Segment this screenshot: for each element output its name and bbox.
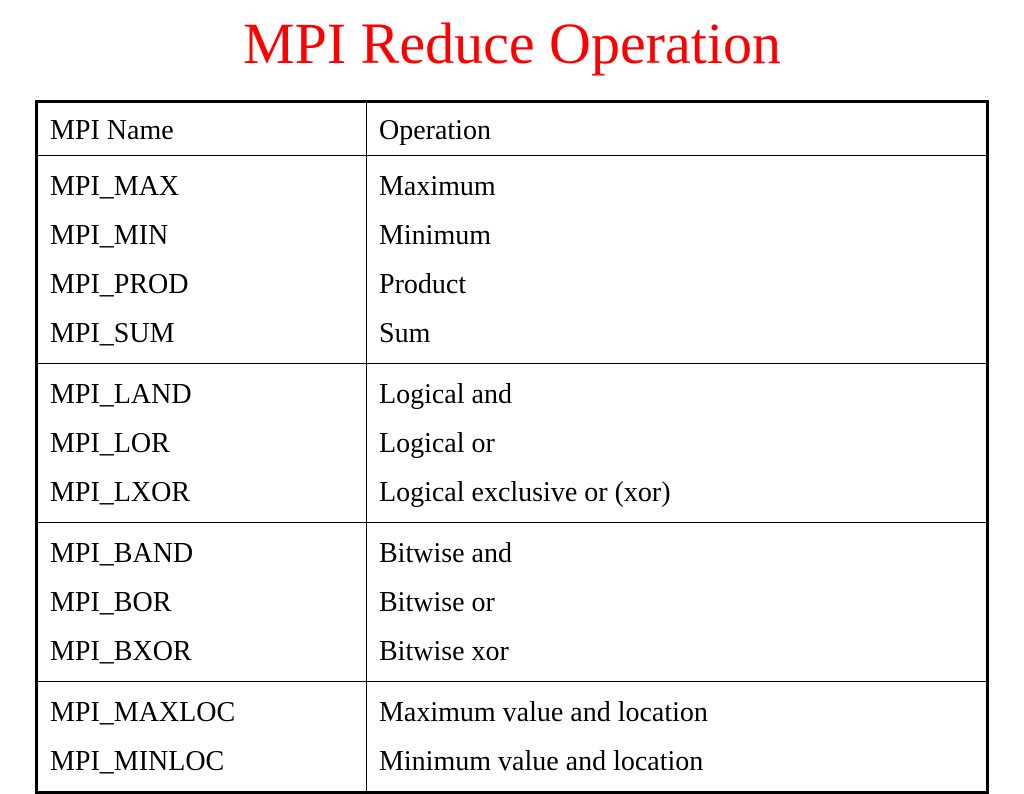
table-row-group-arithmetic: MPI_MAX MPI_MIN MPI_PROD MPI_SUM Maximum… bbox=[36, 155, 988, 364]
operation-description: Bitwise and bbox=[379, 538, 512, 569]
mpi-name-cell: MPI_MAXLOC MPI_MINLOC bbox=[36, 681, 367, 793]
mpi-name-cell: MPI_MAX MPI_MIN MPI_PROD MPI_SUM bbox=[36, 155, 367, 364]
mpi-name: MPI_LXOR bbox=[50, 477, 191, 508]
operation-description: Bitwise xor bbox=[379, 636, 509, 667]
mpi-name: MPI_LAND bbox=[50, 379, 192, 410]
column-header-operation: Operation bbox=[366, 101, 988, 156]
table-row-group-location: MPI_MAXLOC MPI_MINLOC Maximum value and … bbox=[36, 681, 988, 793]
mpi-name: MPI_MAX bbox=[50, 171, 180, 202]
mpi-name-cell: MPI_BAND MPI_BOR MPI_BXOR bbox=[36, 522, 367, 682]
mpi-name: MPI_MINLOC bbox=[50, 746, 225, 777]
operation-cell: Maximum value and location Minimum value… bbox=[366, 681, 988, 793]
table-row-group-bitwise: MPI_BAND MPI_BOR MPI_BXOR Bitwise and Bi… bbox=[36, 522, 988, 682]
operation-description: Product bbox=[379, 269, 467, 300]
mpi-name: MPI_BOR bbox=[50, 587, 172, 618]
mpi-name: MPI_MAXLOC bbox=[50, 697, 236, 728]
operation-cell: Bitwise and Bitwise or Bitwise xor bbox=[366, 522, 988, 682]
mpi-name: MPI_LOR bbox=[50, 428, 170, 459]
mpi-name: MPI_PROD bbox=[50, 269, 189, 300]
page-title: MPI Reduce Operation bbox=[243, 11, 781, 76]
table-row-group-logical: MPI_LAND MPI_LOR MPI_LXOR Logical and Lo… bbox=[36, 363, 988, 523]
operation-description: Bitwise or bbox=[379, 587, 495, 618]
operation-description: Logical and bbox=[379, 379, 512, 410]
operation-description: Maximum bbox=[379, 171, 496, 202]
table-header-row: MPI Name Operation bbox=[36, 101, 988, 156]
mpi-name: MPI_SUM bbox=[50, 318, 175, 349]
column-header-mpi-name: MPI Name bbox=[36, 101, 367, 156]
operation-description: Sum bbox=[379, 318, 431, 349]
operation-cell: Logical and Logical or Logical exclusive… bbox=[366, 363, 988, 523]
mpi-name: MPI_MIN bbox=[50, 220, 169, 251]
mpi-name: MPI_BXOR bbox=[50, 636, 192, 667]
operation-description: Logical exclusive or (xor) bbox=[379, 477, 671, 508]
operation-description: Minimum bbox=[379, 220, 492, 251]
operation-description: Logical or bbox=[379, 428, 495, 459]
reduce-operations-table: MPI Name Operation MPI_MAX MPI_MIN MPI_P… bbox=[35, 100, 989, 794]
mpi-name-cell: MPI_LAND MPI_LOR MPI_LXOR bbox=[36, 363, 367, 523]
operation-cell: Maximum Minimum Product Sum bbox=[366, 155, 988, 364]
operation-description: Maximum value and location bbox=[379, 697, 708, 728]
mpi-name: MPI_BAND bbox=[50, 538, 194, 569]
operation-description: Minimum value and location bbox=[379, 746, 704, 777]
